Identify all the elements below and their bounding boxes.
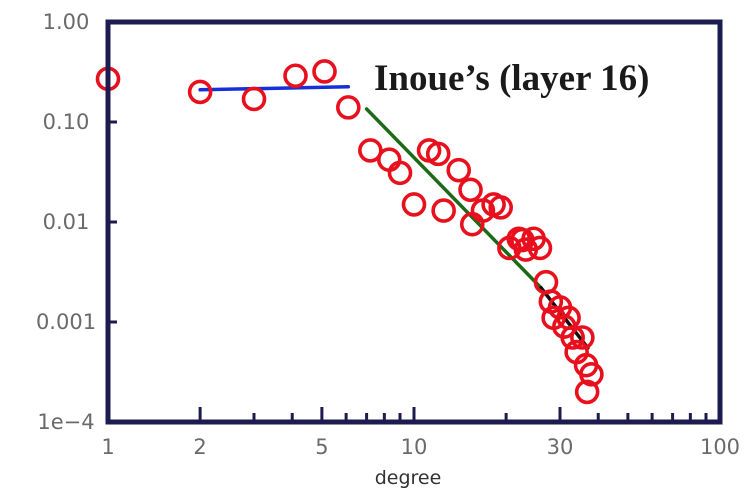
fit-lines [198,85,590,350]
data-point [574,379,600,405]
x-tick-label: 30 [547,435,574,459]
axis-ticks [106,120,722,422]
data-point [358,138,383,163]
data-point [527,235,553,261]
x-tick-label: 5 [315,435,328,459]
x-tick-label: 1 [101,435,114,459]
data-point [336,95,361,120]
data-point [401,192,427,217]
data-point [458,177,483,203]
x-tick-labels: 1 2 5 10 30 100 [101,435,740,459]
data-point [446,157,472,183]
data-point [387,160,413,186]
data-points [95,59,604,405]
fit-line [364,107,543,290]
y-tick-label: 1e−4 [37,410,94,434]
y-tick-label: 0.10 [43,110,90,134]
data-point [570,325,595,350]
y-tick-labels: 1.00 0.10 0.01 0.001 1e−4 [36,10,96,434]
data-point [283,63,308,89]
x-tick-label: 2 [193,435,206,459]
y-tick-label: 0.001 [36,310,96,334]
x-axis-title: degree [375,467,442,489]
data-point [560,325,585,350]
plot-frame [105,19,723,425]
data-point [312,59,337,84]
data-point [187,79,213,105]
fit-line [198,85,351,92]
chart-annotation: Inoue’s (layer 16) [374,58,649,99]
data-point [425,141,451,167]
y-tick-label: 1.00 [43,10,90,34]
data-point [241,86,267,112]
data-point [431,198,456,223]
y-tick-label: 0.01 [43,210,90,234]
x-tick-label: 10 [401,435,428,459]
data-point [488,195,513,220]
data-point [579,361,604,387]
x-tick-label: 100 [700,435,740,459]
